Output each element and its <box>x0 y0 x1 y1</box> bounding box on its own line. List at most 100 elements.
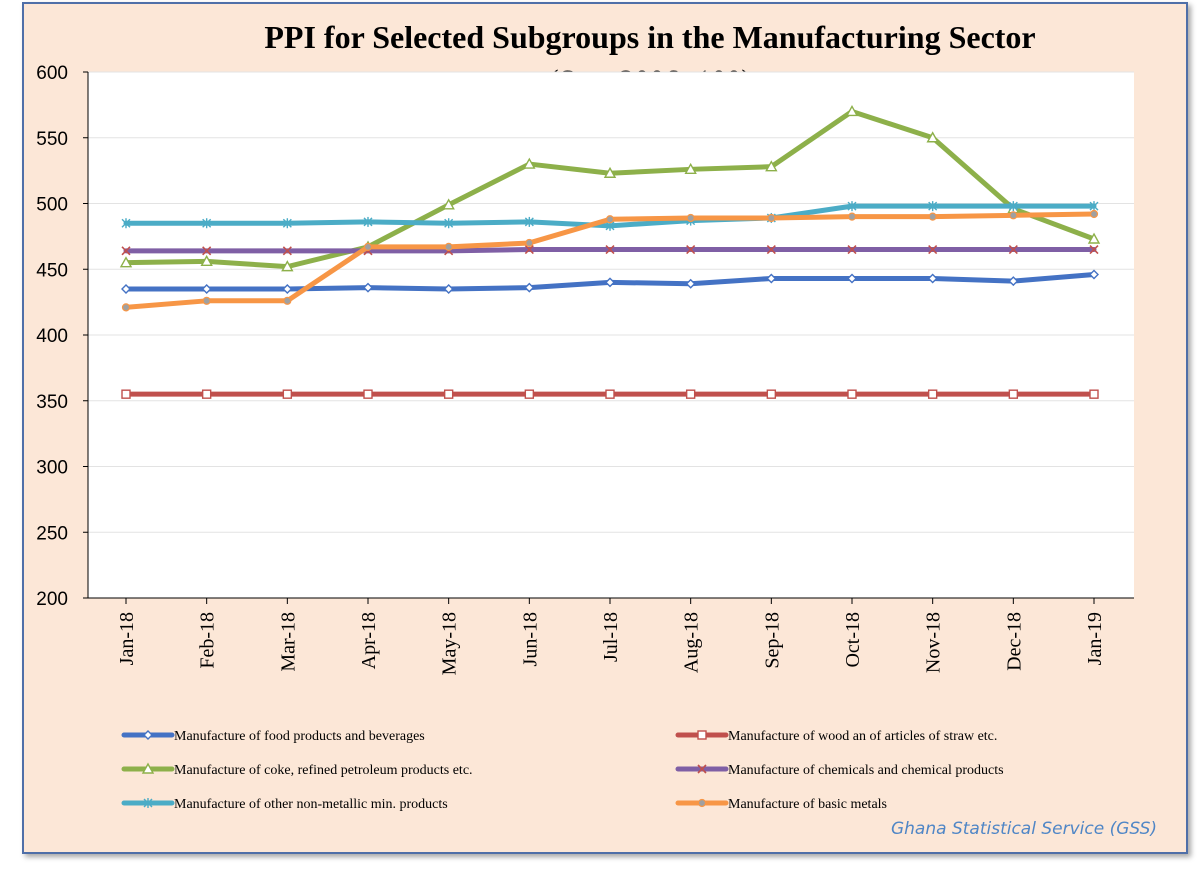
data-point-1-0 <box>121 389 131 399</box>
data-point-2-4 <box>442 198 455 210</box>
data-point-4-11 <box>1008 201 1018 212</box>
y-tick-label-450: 450 <box>36 260 68 281</box>
data-point-1-2 <box>282 389 293 399</box>
series-5 <box>121 209 1099 312</box>
x-tick-label-Jun-18: Jun-18 <box>519 612 541 666</box>
series-4 <box>121 201 1099 231</box>
x-tick-label-Jan-18: Jan-18 <box>116 612 138 665</box>
data-point-5-9 <box>847 212 857 221</box>
data-point-5-8 <box>767 213 776 223</box>
data-point-5-6 <box>605 215 615 224</box>
legend-label-4: Manufacture of other non-metallic min. p… <box>174 797 448 812</box>
gridlines <box>88 71 1134 533</box>
data-point-4-4 <box>444 218 454 229</box>
data-point-1-9 <box>847 389 857 399</box>
x-tick-label-Feb-18: Feb-18 <box>197 612 219 669</box>
data-point-0-8 <box>766 273 777 284</box>
legend-marker-5 <box>697 798 707 808</box>
x-tick-label-Apr-18: Apr-18 <box>358 612 380 669</box>
data-point-5-12 <box>1089 209 1099 219</box>
data-point-5-10 <box>928 212 937 221</box>
y-tick-label-600: 600 <box>36 63 68 84</box>
data-point-3-5 <box>524 244 534 255</box>
data-point-4-1 <box>202 218 212 229</box>
legend-label-2: Manufacture of coke, refined petroleum p… <box>174 763 473 778</box>
legend-item-1: Manufacture of wood an of articles of st… <box>675 729 997 744</box>
data-point-3-10 <box>928 244 938 255</box>
legend: Manufacture of food products and beverag… <box>121 729 1004 812</box>
data-point-4-3 <box>363 216 373 227</box>
data-point-5-11 <box>1009 211 1018 220</box>
legend-marker-3 <box>697 764 707 774</box>
data-point-4-10 <box>928 201 938 212</box>
data-point-0-10 <box>927 273 938 284</box>
data-point-0-9 <box>847 273 857 284</box>
chart-title: PPI for Selected Subgroups in the Manufa… <box>264 19 1035 55</box>
data-point-5-3 <box>363 242 373 251</box>
legend-item-5: Manufacture of basic metals <box>675 797 887 812</box>
data-point-2-5 <box>523 157 536 169</box>
y-tick-label-500: 500 <box>36 195 68 216</box>
data-point-3-1 <box>202 246 212 256</box>
x-axis-ticks: Jan-18 Feb-18 Mar-18 Apr-18 May-18 Jun-18 Jul-… <box>116 598 1106 675</box>
data-point-2-1 <box>200 254 213 267</box>
y-tick-label-200: 200 <box>36 589 68 610</box>
legend-item-0: Manufacture of food products and beverag… <box>121 729 425 744</box>
data-point-4-0 <box>121 218 131 229</box>
x-tick-label-Dec-18: Dec-18 <box>1003 612 1025 671</box>
data-point-2-9 <box>845 105 859 117</box>
data-point-1-8 <box>766 389 777 399</box>
legend-item-3: Manufacture of chemicals and chemical pr… <box>675 763 1004 778</box>
data-point-3-7 <box>686 244 696 255</box>
data-point-2-8 <box>765 160 778 172</box>
series-1 <box>121 389 1099 399</box>
x-tick-label-Mar-18: Mar-18 <box>277 612 299 672</box>
x-tick-label-Jan-19: Jan-19 <box>1084 612 1106 665</box>
series-2 <box>119 105 1101 272</box>
x-tick-label-Nov-18: Nov-18 <box>923 612 945 673</box>
data-point-0-1 <box>201 283 212 294</box>
data-point-2-2 <box>281 260 294 272</box>
data-point-1-4 <box>443 389 454 399</box>
data-point-0-0 <box>121 283 131 294</box>
legend-marker-2 <box>141 762 155 774</box>
data-point-3-6 <box>605 244 615 255</box>
legend-item-2: Manufacture of coke, refined petroleum p… <box>121 762 473 778</box>
legend-label-0: Manufacture of food products and beverag… <box>174 729 425 744</box>
data-point-3-0 <box>121 246 131 256</box>
y-tick-label-350: 350 <box>36 392 68 413</box>
data-point-5-5 <box>525 238 534 248</box>
data-point-2-0 <box>119 256 133 268</box>
data-point-2-12 <box>1087 232 1101 244</box>
data-point-1-7 <box>685 389 696 399</box>
legend-marker-4 <box>143 798 153 808</box>
x-tick-label-Jul-18: Jul-18 <box>600 612 622 662</box>
data-point-1-5 <box>524 389 535 399</box>
source-credit: Ghana Statistical Service (GSS) <box>891 819 1157 839</box>
data-point-0-11 <box>1008 276 1019 287</box>
y-tick-label-400: 400 <box>36 326 68 347</box>
data-point-2-6 <box>603 166 617 178</box>
legend-item-4: Manufacture of other non-metallic min. p… <box>121 797 448 812</box>
series-0 <box>121 269 1099 294</box>
data-point-0-5 <box>524 282 535 293</box>
legend-label-3: Manufacture of chemicals and chemical pr… <box>728 763 1004 778</box>
data-point-4-9 <box>847 201 857 212</box>
data-point-2-7 <box>684 162 697 175</box>
data-point-5-7 <box>686 213 695 223</box>
data-point-4-5 <box>524 216 534 227</box>
legend-label-5: Manufacture of basic metals <box>728 797 887 812</box>
data-point-0-12 <box>1089 269 1099 280</box>
data-point-0-6 <box>605 277 615 288</box>
data-point-1-6 <box>605 389 615 399</box>
data-point-3-9 <box>847 244 857 255</box>
legend-label-1: Manufacture of wood an of articles of st… <box>728 729 997 744</box>
data-point-2-10 <box>926 131 939 143</box>
data-point-3-12 <box>1089 244 1099 255</box>
data-point-1-10 <box>927 389 938 399</box>
legend-marker-1 <box>697 730 707 740</box>
data-point-1-3 <box>363 389 373 399</box>
data-point-4-2 <box>282 218 292 229</box>
data-point-5-0 <box>121 303 131 312</box>
